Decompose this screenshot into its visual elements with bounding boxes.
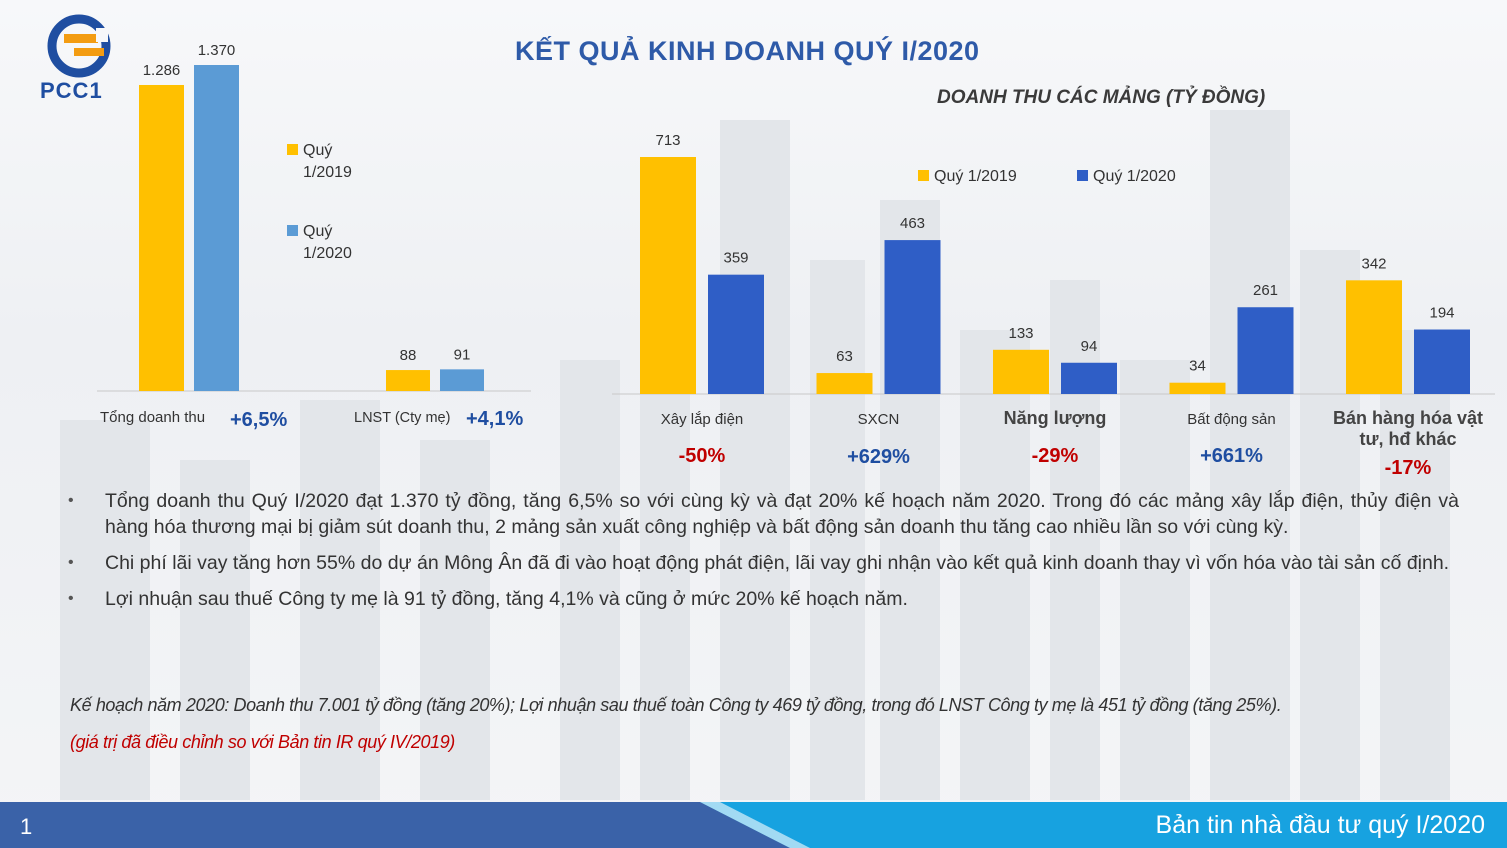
adjusted-note: (giá trị đã điều chỉnh so với Bản tin IR… [70, 732, 455, 752]
bullet-list: • Tổng doanh thu Quý I/2020 đạt 1.370 tỷ… [64, 488, 1459, 622]
segment-bar-label: 94 [1081, 338, 1098, 355]
plan-note: Kế hoạch năm 2020: Doanh thu 7.001 tỷ đồ… [70, 695, 1282, 715]
segment-bar [640, 157, 696, 394]
legend-swatch [1077, 170, 1088, 181]
segment-growth-label: -17% [1385, 457, 1432, 479]
segment-bar [993, 349, 1049, 394]
segment-bar [816, 373, 873, 394]
total-bar-label: 88 [400, 347, 417, 364]
legend-swatch [287, 225, 298, 236]
segment-growth-label: +629% [847, 446, 910, 468]
bullet-dot-icon: • [68, 590, 74, 607]
legend-swatch [287, 144, 298, 155]
page-number: 1 [20, 814, 33, 839]
legend-label: Quý 1/2020 [1093, 168, 1176, 185]
segment-bar [1061, 362, 1117, 394]
segment-category-label: SXCN [858, 411, 900, 428]
segment-bar-label: 34 [1189, 358, 1206, 375]
bullet-text: Lợi nhuận sau thuế Công ty mẹ là 91 tỷ đ… [105, 588, 908, 610]
segment-category-label: Bất động sản [1187, 411, 1275, 428]
page-title: KẾT QUẢ KINH DOANH QUÝ I/2020 [515, 36, 980, 66]
bullet-item: • Chi phí lãi vay tăng hơn 55% do dự án … [64, 550, 1459, 576]
segment-bar [1169, 382, 1226, 394]
bullet-text: Tổng doanh thu Quý I/2020 đạt 1.370 tỷ đ… [105, 490, 1459, 538]
total-bar-label: 91 [454, 346, 471, 363]
legend-label: Quý 1/2019 [934, 168, 1017, 185]
segment-bar [884, 240, 941, 394]
segment-category-label: Xây lắp điện [661, 411, 744, 428]
bullet-dot-icon: • [68, 492, 74, 509]
segment-growth-label: +661% [1200, 445, 1263, 467]
segment-bar [708, 274, 764, 394]
legend-label: 1/2020 [303, 245, 352, 262]
segment-category-label: tư, hđ khác [1359, 429, 1456, 449]
segment-bar-label: 194 [1429, 305, 1454, 322]
segment-category-label: Năng lượng [1004, 408, 1107, 428]
legend-label: Quý [303, 142, 332, 159]
total-bar [386, 370, 430, 391]
segment-bar [1414, 329, 1470, 394]
total-bar [440, 369, 484, 391]
total-bar [194, 65, 239, 391]
bullet-item: • Tổng doanh thu Quý I/2020 đạt 1.370 tỷ… [64, 488, 1459, 540]
segment-growth-label: -29% [1032, 445, 1079, 467]
segment-bar-label: 63 [836, 348, 853, 365]
total-category-label: LNST (Cty mẹ) [354, 410, 450, 426]
segment-bar-label: 342 [1361, 255, 1386, 272]
total-growth-label: +6,5% [230, 409, 287, 431]
footer-bar [0, 802, 1507, 848]
segment-bar [1346, 280, 1402, 394]
total-bar [139, 84, 184, 392]
total-growth-label: +4,1% [466, 408, 523, 430]
segment-bar-label: 463 [900, 215, 925, 232]
legend-label: Quý [303, 223, 332, 240]
segment-bar-label: 359 [723, 250, 748, 267]
segment-bar-label: 133 [1008, 325, 1033, 342]
legend-label: 1/2019 [303, 164, 352, 181]
segment-bar [1237, 307, 1294, 394]
pcc1-logo-icon [47, 14, 111, 78]
segment-category-label: Bán hàng hóa vật [1333, 408, 1483, 428]
bullet-dot-icon: • [68, 554, 74, 571]
segment-bar-label: 713 [655, 132, 680, 149]
segment-bar-label: 261 [1253, 282, 1278, 299]
bullet-text: Chi phí lãi vay tăng hơn 55% do dự án Mô… [105, 552, 1450, 574]
bullet-item: • Lợi nhuận sau thuế Công ty mẹ là 91 tỷ… [64, 586, 1459, 612]
logo-text: PCC1 [40, 78, 103, 103]
footer-title: Bản tin nhà đầu tư quý I/2020 [1155, 811, 1485, 839]
segment-growth-label: -50% [679, 445, 726, 467]
legend-swatch [918, 170, 929, 181]
total-category-label: Tổng doanh thu [100, 409, 205, 426]
segment-chart-title: DOANH THU CÁC MẢNG (TỶ ĐỒNG) [937, 87, 1266, 108]
total-bar-label: 1.286 [143, 62, 181, 79]
total-bar-label: 1.370 [198, 42, 236, 59]
charts-canvas: 1.286 1.370 88 91 Tổng doanh thu +6,5% LNST (C… [97, 42, 1495, 479]
